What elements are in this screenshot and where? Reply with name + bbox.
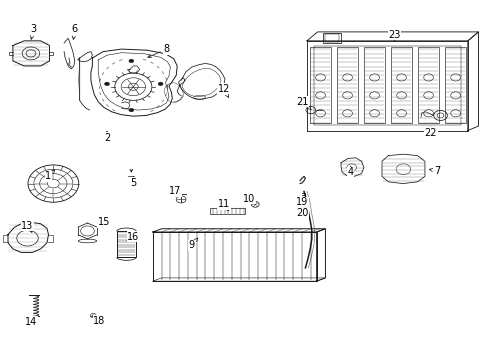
Text: 1: 1 bbox=[45, 170, 55, 181]
Circle shape bbox=[129, 59, 134, 63]
Bar bbox=[390, 47, 411, 123]
Text: 9: 9 bbox=[188, 238, 197, 250]
Bar bbox=[210, 208, 245, 214]
Text: 3: 3 bbox=[30, 24, 37, 39]
Circle shape bbox=[129, 108, 134, 112]
Text: 8: 8 bbox=[147, 44, 169, 58]
Text: 15: 15 bbox=[97, 217, 110, 227]
Text: 20: 20 bbox=[295, 208, 307, 218]
Bar bbox=[417, 47, 438, 123]
Text: 17: 17 bbox=[169, 186, 181, 197]
Text: 2: 2 bbox=[103, 131, 110, 143]
Text: 5: 5 bbox=[130, 177, 136, 188]
Text: 23: 23 bbox=[387, 30, 400, 40]
Bar bbox=[314, 46, 460, 125]
Text: 14: 14 bbox=[25, 316, 37, 327]
Text: 11: 11 bbox=[218, 199, 230, 211]
Text: 10: 10 bbox=[243, 194, 255, 204]
Text: 7: 7 bbox=[428, 166, 439, 176]
Circle shape bbox=[92, 315, 94, 316]
Bar bbox=[325, 35, 338, 41]
Circle shape bbox=[104, 82, 109, 86]
Bar bbox=[322, 33, 340, 43]
Bar bbox=[309, 47, 330, 123]
Text: 13: 13 bbox=[21, 221, 34, 232]
Bar bbox=[336, 47, 358, 123]
Text: 19: 19 bbox=[295, 197, 307, 207]
Bar bbox=[153, 232, 316, 281]
Text: 21: 21 bbox=[295, 97, 310, 109]
Bar bbox=[444, 47, 466, 123]
Text: 22: 22 bbox=[424, 127, 436, 138]
Text: 18: 18 bbox=[93, 316, 105, 325]
Bar bbox=[363, 47, 385, 123]
Bar bbox=[117, 231, 136, 257]
Text: 4: 4 bbox=[347, 167, 353, 177]
Text: 16: 16 bbox=[126, 232, 139, 242]
Text: 6: 6 bbox=[72, 24, 78, 39]
Circle shape bbox=[158, 82, 163, 86]
Text: 12: 12 bbox=[217, 84, 230, 98]
